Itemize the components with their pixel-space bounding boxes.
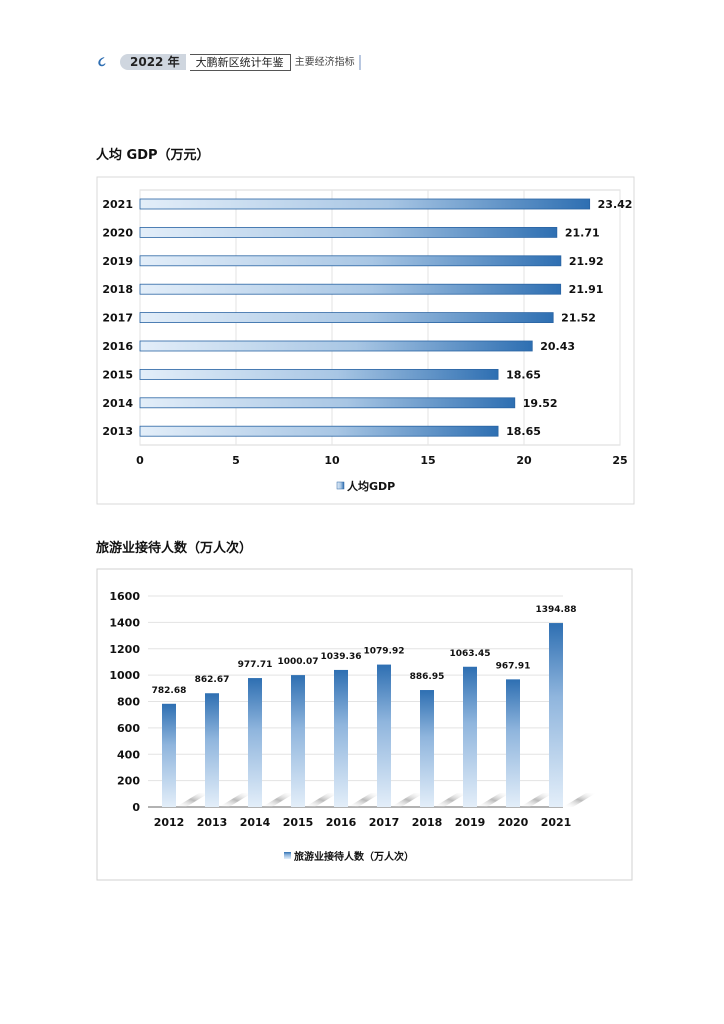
x-tick-label: 2012 (154, 816, 185, 829)
bar (291, 675, 305, 807)
header-section: 主要经济指标 (291, 54, 361, 70)
y-tick-label: 2014 (102, 397, 133, 410)
legend-swatch (336, 481, 345, 490)
bar (377, 664, 391, 807)
bar (139, 340, 533, 352)
x-tick-label: 5 (232, 454, 240, 467)
y-tick-label: 1000 (109, 669, 140, 682)
bar (420, 690, 434, 807)
bar (139, 368, 499, 380)
x-tick-label: 10 (324, 454, 340, 467)
bar-shadow (477, 793, 510, 807)
bar (139, 226, 558, 238)
data-label: 1079.92 (364, 647, 405, 657)
y-tick-label: 0 (132, 801, 140, 814)
y-tick-label: 1200 (109, 643, 140, 656)
x-tick-label: 2016 (326, 816, 357, 829)
y-tick-label: 1400 (109, 616, 140, 629)
data-label: 19.52 (523, 397, 558, 410)
data-label: 20.43 (540, 340, 575, 353)
legend-swatch (284, 852, 291, 859)
y-tick-label: 2021 (102, 198, 133, 211)
y-tick-label: 2020 (102, 226, 133, 239)
x-tick-label: 15 (420, 454, 435, 467)
data-label: 862.67 (195, 675, 230, 685)
year-text: 2022 (130, 55, 164, 69)
x-tick-label: 2020 (498, 816, 529, 829)
y-tick-label: 2017 (102, 312, 133, 325)
page-header: ૮ 2022 年 大鹏新区统计年鉴 主要经济指标 (98, 53, 361, 71)
header-book-title: 大鹏新区统计年鉴 (189, 53, 291, 71)
year-suffix: 年 (167, 55, 180, 69)
x-tick-label: 0 (136, 454, 144, 467)
chart1-title: 人均 GDP（万元） (96, 148, 210, 163)
legend-label: 旅游业接待人数（万人次） (294, 850, 414, 863)
data-label: 1063.45 (450, 649, 491, 659)
bar-shadow (520, 793, 553, 807)
data-label: 23.42 (598, 198, 633, 211)
bar (139, 198, 591, 210)
bar-shadow (563, 793, 596, 807)
x-tick-label: 2015 (283, 816, 314, 829)
chart2-frame (96, 568, 633, 881)
y-tick-label: 2019 (102, 255, 133, 268)
x-tick-label: 25 (612, 454, 627, 467)
bar-shadow (262, 793, 295, 807)
chart2-title: 旅游业接待人数（万人次） (96, 541, 253, 556)
data-label: 1039.36 (321, 652, 362, 662)
x-tick-label: 2019 (455, 816, 486, 829)
x-tick-label: 2013 (197, 816, 228, 829)
bar-shadow (348, 793, 381, 807)
x-tick-label: 20 (516, 454, 532, 467)
data-label: 18.65 (506, 425, 541, 438)
x-tick-label: 2018 (412, 816, 443, 829)
data-label: 1000.07 (278, 657, 319, 667)
y-tick-label: 200 (117, 775, 140, 788)
y-tick-label: 800 (117, 696, 140, 709)
bar (506, 679, 520, 807)
data-label: 967.91 (496, 661, 531, 671)
data-label: 21.52 (561, 312, 596, 325)
data-label: 977.71 (238, 660, 273, 670)
bar (334, 669, 348, 807)
bar (549, 623, 563, 807)
spiral-logo-icon: ૮ (98, 54, 106, 70)
y-tick-label: 2013 (102, 425, 133, 438)
bar (248, 678, 262, 807)
y-tick-label: 2015 (102, 368, 133, 381)
bar-shadow (219, 793, 252, 807)
x-tick-label: 2017 (369, 816, 400, 829)
bar (139, 425, 499, 437)
bar (162, 703, 176, 807)
data-label: 1394.88 (536, 605, 577, 615)
bar-shadow (176, 793, 209, 807)
bar-shadow (434, 793, 467, 807)
x-tick-label: 2021 (541, 816, 572, 829)
bar (139, 312, 554, 324)
data-label: 886.95 (410, 672, 445, 682)
y-tick-label: 600 (117, 722, 140, 735)
x-tick-label: 2014 (240, 816, 271, 829)
bar (205, 693, 219, 807)
data-label: 21.71 (565, 226, 600, 239)
data-label: 21.92 (569, 255, 604, 268)
y-tick-label: 2016 (102, 340, 133, 353)
bar (139, 397, 516, 409)
bar (139, 255, 562, 267)
y-tick-label: 1600 (109, 590, 140, 603)
data-label: 782.68 (152, 686, 187, 696)
bar-shadow (305, 793, 338, 807)
bar (139, 283, 562, 295)
y-tick-label: 400 (117, 748, 140, 761)
header-year: 2022 年 (120, 54, 186, 70)
legend-label: 人均GDP (347, 479, 395, 493)
bar-shadow (391, 793, 424, 807)
y-tick-label: 2018 (102, 283, 133, 296)
bar (463, 666, 477, 807)
data-label: 18.65 (506, 368, 541, 381)
data-label: 21.91 (569, 283, 604, 296)
